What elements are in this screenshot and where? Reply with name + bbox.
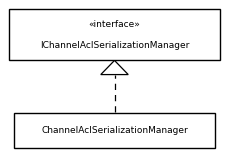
FancyBboxPatch shape <box>14 113 215 148</box>
FancyBboxPatch shape <box>9 9 220 60</box>
Text: «interface»: «interface» <box>89 20 140 29</box>
Polygon shape <box>101 60 128 75</box>
Text: IChannelAclSerializationManager: IChannelAclSerializationManager <box>40 41 189 50</box>
Text: ChannelAclSerializationManager: ChannelAclSerializationManager <box>41 126 188 135</box>
